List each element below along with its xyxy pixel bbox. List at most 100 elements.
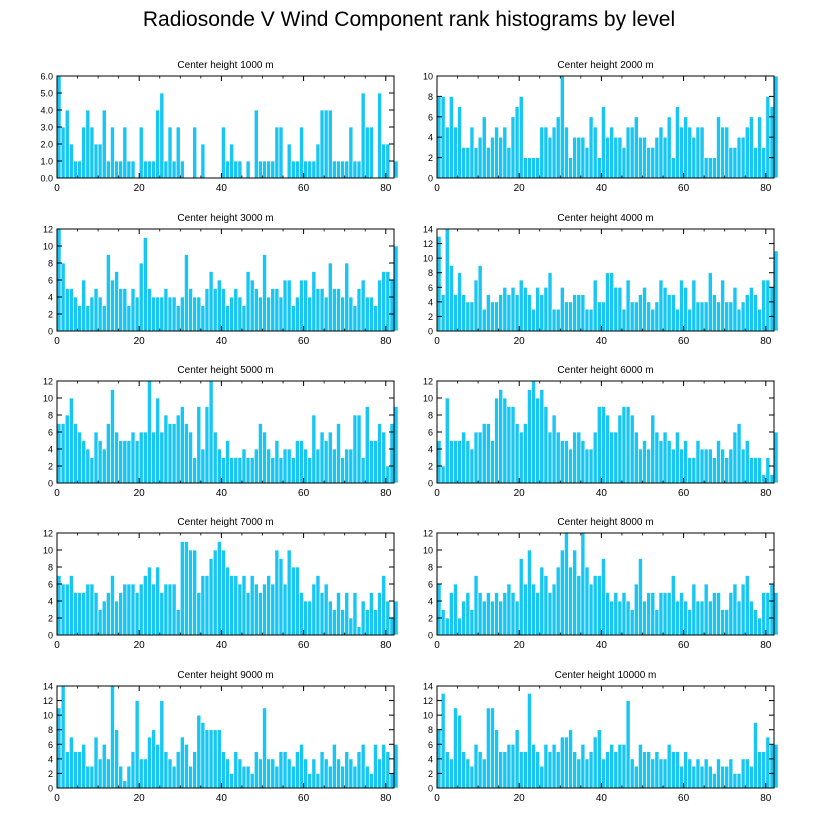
histogram-bar (666, 592, 672, 636)
histogram-bar (732, 773, 738, 789)
y-tick-label: 4 (48, 293, 53, 303)
histogram-bar (60, 583, 66, 636)
histogram-bar (572, 294, 578, 332)
histogram-bar (662, 136, 668, 179)
histogram-bar (167, 423, 173, 484)
histogram-bar (307, 773, 313, 789)
histogram-bar (142, 431, 148, 484)
histogram-bar (695, 126, 701, 179)
panel-title: Center height 4000 m (557, 213, 653, 224)
histogram-bar (485, 592, 491, 636)
histogram-bar (286, 448, 292, 484)
histogram-bar (469, 301, 475, 332)
histogram-bar (360, 743, 366, 789)
y-tick-label: 8 (428, 725, 433, 735)
histogram-bar (527, 549, 532, 636)
histogram-bar (89, 457, 95, 484)
histogram-bar (245, 271, 251, 332)
histogram-bar (490, 301, 495, 332)
histogram-bar (485, 147, 491, 179)
chart-panel-3: Center height 3000 m 0 20 40 60 80 0 2 4 6 8 10 12 (43, 213, 399, 347)
histogram-bar (457, 440, 463, 484)
histogram-bar (348, 758, 354, 789)
histogram-bar (364, 126, 370, 179)
histogram-bar (757, 308, 763, 332)
y-tick-label: 10 (423, 711, 433, 721)
histogram-bar (732, 431, 738, 484)
histogram-bar (151, 296, 156, 332)
histogram-bar (311, 583, 317, 636)
histogram-bar (473, 279, 479, 332)
histogram-bar (184, 541, 189, 636)
histogram-bar (327, 765, 333, 789)
histogram-bar (85, 765, 91, 789)
histogram-bar (167, 583, 173, 636)
histogram-bar (748, 286, 754, 332)
panel-title: Center height 1000 m (177, 60, 273, 71)
histogram-bar (724, 301, 730, 332)
histogram-bar (204, 406, 210, 484)
histogram-bar (101, 600, 107, 636)
histogram-bar (344, 592, 350, 636)
histogram-bar (364, 765, 370, 789)
histogram-bar (683, 116, 689, 179)
x-tick-label: 80 (760, 183, 772, 194)
histogram-bar (535, 751, 541, 789)
x-tick-label: 20 (134, 183, 146, 194)
histogram-bar (258, 592, 263, 636)
histogram-bar (356, 288, 362, 332)
histogram-bar (485, 423, 491, 484)
histogram-bar (613, 592, 619, 636)
y-tick-label: 8 (428, 268, 433, 278)
x-tick-label: 0 (54, 336, 60, 347)
y-tick-label: 12 (43, 529, 53, 539)
histogram-bar (736, 423, 742, 484)
histogram-bar (270, 288, 276, 332)
x-tick-label: 40 (596, 793, 608, 804)
histogram-bar (159, 431, 165, 484)
histogram-bar (315, 288, 321, 332)
histogram-bar (60, 126, 66, 179)
histogram-bar (740, 301, 746, 332)
histogram-bar (97, 440, 103, 484)
histogram-bar (757, 457, 763, 484)
y-tick-label: 2 (428, 614, 433, 624)
histogram-bar (85, 448, 91, 484)
histogram-bar (769, 474, 775, 484)
histogram-bar (73, 296, 78, 332)
chart-panel-9: Center height 9000 m 0 20 40 60 80 0 2 4 6 8 10 12 14 (43, 670, 399, 804)
histogram-bar (229, 143, 235, 179)
histogram-bar (551, 583, 557, 636)
y-tick-label: 2 (48, 462, 53, 472)
histogram-bar (695, 758, 701, 789)
x-tick-label: 80 (760, 793, 772, 804)
histogram-bar (179, 736, 185, 789)
histogram-bar (286, 758, 292, 789)
histogram-bar (444, 617, 450, 636)
histogram-bar (662, 286, 668, 332)
histogram-bar (319, 431, 325, 484)
histogram-bar (601, 558, 606, 636)
histogram-bar (311, 271, 317, 332)
histogram-bar (81, 126, 87, 179)
histogram-bar (81, 279, 87, 332)
figure-title: Radiosonde V Wind Component rank histogr… (142, 8, 676, 31)
x-tick-label: 20 (134, 488, 146, 499)
histogram-bar (506, 147, 512, 179)
histogram-bar (377, 279, 383, 332)
histogram-bar (621, 406, 627, 484)
histogram-bar (163, 414, 169, 484)
histogram-bar (360, 457, 366, 484)
histogram-bar (258, 160, 263, 179)
histogram-bar (377, 92, 383, 179)
histogram-bar (633, 116, 639, 179)
histogram-bar (282, 279, 288, 332)
histogram-bar (368, 440, 374, 484)
histogram-bar (303, 448, 309, 484)
histogram-bar (576, 136, 582, 179)
histogram-bar (703, 157, 709, 179)
histogram-bar (699, 765, 705, 789)
histogram-bar (77, 160, 83, 179)
histogram-bar (518, 751, 524, 789)
histogram-bar (568, 729, 573, 789)
